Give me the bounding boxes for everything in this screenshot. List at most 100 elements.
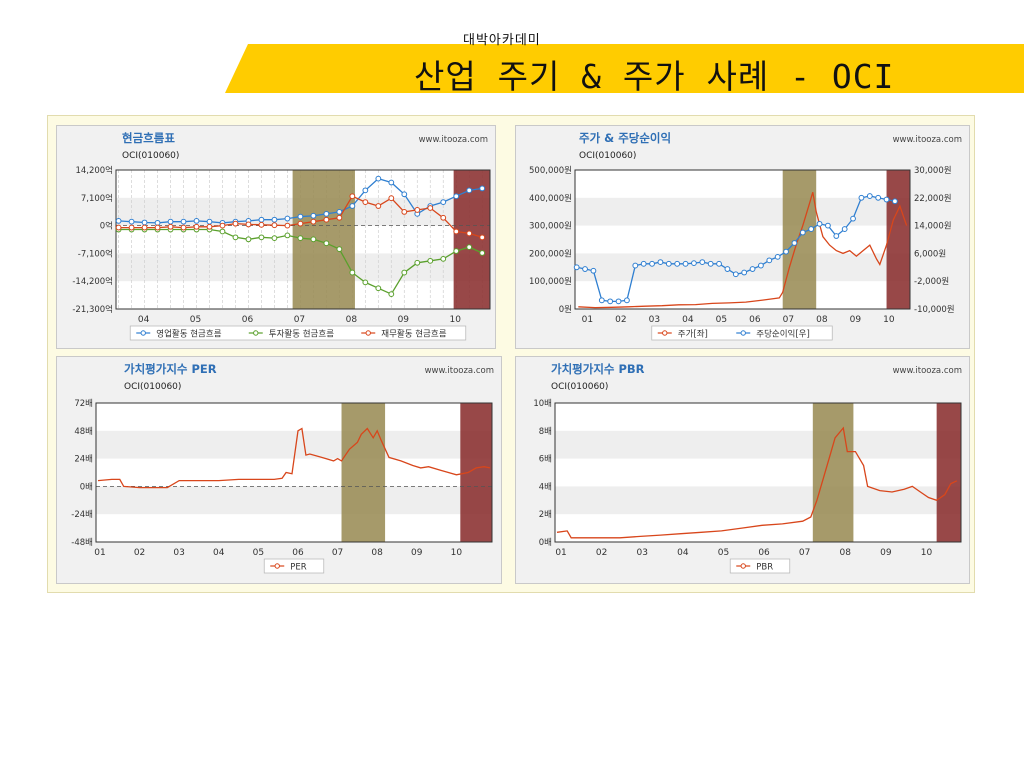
- data-point: [349, 203, 356, 209]
- legend-marker: [740, 563, 746, 569]
- y2-tick-label: 6,000원: [914, 249, 946, 259]
- x-tick-label: 07: [799, 548, 810, 558]
- data-point: [323, 210, 330, 217]
- x-tick-label: 04: [213, 548, 225, 558]
- data-point: [401, 191, 408, 198]
- data-point: [453, 228, 460, 235]
- chart-subtitle: OCI(010060): [551, 382, 608, 392]
- x-tick-label: 10: [450, 315, 462, 325]
- x-tick-label: 09: [850, 315, 862, 325]
- data-point: [245, 236, 252, 243]
- chart-title: 현금흐름표: [122, 131, 175, 145]
- chart-title: 가치평가지수 PBR: [551, 362, 645, 376]
- data-point: [375, 285, 382, 292]
- data-point: [833, 233, 840, 239]
- data-point: [741, 269, 748, 276]
- data-point: [716, 260, 722, 267]
- data-point: [258, 234, 265, 241]
- y-tick-label: 6배: [539, 455, 552, 465]
- data-point: [258, 216, 265, 223]
- y-tick-label: 0원: [559, 305, 572, 315]
- legend-marker: [662, 330, 668, 336]
- data-point: [115, 224, 122, 231]
- data-point: [816, 220, 823, 227]
- chart-title: 주가 & 주당순이익: [579, 131, 671, 145]
- data-point: [691, 260, 697, 267]
- legend-box: [129, 325, 467, 341]
- data-point: [892, 198, 898, 205]
- legend-marker: [274, 563, 280, 569]
- chart-source: www.itooza.com: [419, 135, 488, 145]
- data-point: [388, 195, 395, 202]
- legend-box: [263, 558, 325, 574]
- data-point: [180, 218, 187, 225]
- chart-source: www.itooza.com: [893, 366, 962, 376]
- y-tick-label: 300,000원: [529, 222, 572, 232]
- data-point: [336, 246, 343, 252]
- data-point: [674, 260, 681, 267]
- y2-tick-label: 22,000원: [914, 194, 952, 204]
- legend-marker: [140, 330, 146, 336]
- legend-marker: [253, 330, 259, 336]
- x-tick-label: 07: [294, 315, 305, 325]
- data-point: [297, 220, 304, 227]
- data-point: [310, 218, 317, 225]
- data-point: [791, 240, 798, 246]
- data-point: [349, 193, 356, 200]
- data-point: [466, 230, 473, 237]
- legend-item: 투자활동 현금흐름: [269, 329, 334, 340]
- plot-area: [96, 403, 492, 542]
- x-tick-label: 09: [411, 548, 423, 558]
- series-line: [578, 192, 908, 309]
- data-point: [632, 262, 639, 269]
- y2-tick-label: 30,000원: [914, 166, 952, 176]
- header-banner: [225, 44, 1024, 93]
- grid-band: [96, 430, 492, 459]
- slide-title: 산업 주기 & 주가 사례 - OCI: [414, 57, 895, 96]
- data-point: [766, 257, 773, 264]
- academy-label: 대박아카데미: [463, 33, 541, 48]
- highlight-band: [782, 170, 817, 309]
- x-tick-label: 06: [292, 548, 304, 558]
- cashflow-chart: 현금흐름표 OCI(010060) www.itooza.com 14,200억 7,1…: [56, 125, 496, 349]
- y-tick-label: 24배: [74, 455, 93, 465]
- data-point: [128, 224, 135, 231]
- chart-subtitle: OCI(010060): [124, 382, 181, 392]
- x-tick-label: 01: [555, 548, 566, 558]
- highlight-band: [292, 170, 355, 309]
- legend-item: 주가[좌]: [678, 330, 708, 340]
- chart-source: www.itooza.com: [893, 135, 962, 145]
- data-point: [724, 266, 731, 272]
- data-point: [607, 298, 614, 305]
- data-point: [219, 228, 226, 235]
- data-point: [427, 257, 434, 264]
- data-point: [453, 248, 460, 254]
- data-point: [866, 193, 873, 199]
- data-point: [154, 219, 161, 226]
- data-point: [336, 208, 343, 215]
- data-point: [875, 194, 882, 201]
- y-tick-label: 14,200억: [75, 165, 113, 176]
- y2-tick-label: -10,000원: [914, 305, 955, 315]
- highlight-band: [886, 170, 910, 309]
- data-point: [808, 226, 815, 232]
- data-point: [219, 222, 226, 229]
- x-tick-label: 10: [921, 548, 933, 558]
- x-tick-label: 01: [94, 548, 105, 558]
- legend-marker: [740, 330, 746, 336]
- data-point: [427, 205, 434, 211]
- data-point: [440, 255, 447, 262]
- data-point: [271, 235, 278, 242]
- data-point: [466, 244, 473, 251]
- data-point: [479, 250, 486, 256]
- data-point: [615, 298, 622, 305]
- data-point: [440, 214, 447, 221]
- data-point: [732, 271, 739, 278]
- data-point: [193, 223, 200, 230]
- data-point: [180, 224, 187, 231]
- data-point: [323, 216, 330, 223]
- y-tick-label: 4배: [539, 482, 552, 492]
- grid-band: [96, 486, 492, 515]
- x-tick-label: 04: [682, 315, 694, 325]
- x-tick-label: 06: [749, 315, 761, 325]
